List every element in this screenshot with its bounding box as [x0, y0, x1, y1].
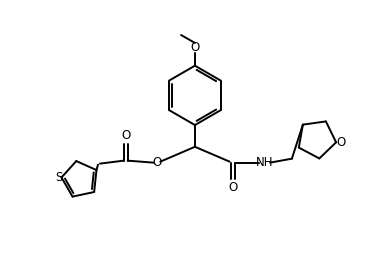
Text: O: O [336, 136, 345, 149]
Text: O: O [190, 41, 200, 54]
Text: O: O [121, 130, 130, 142]
Text: S: S [55, 171, 62, 184]
Text: NH: NH [256, 156, 273, 169]
Text: O: O [153, 156, 162, 169]
Text: O: O [228, 181, 237, 194]
